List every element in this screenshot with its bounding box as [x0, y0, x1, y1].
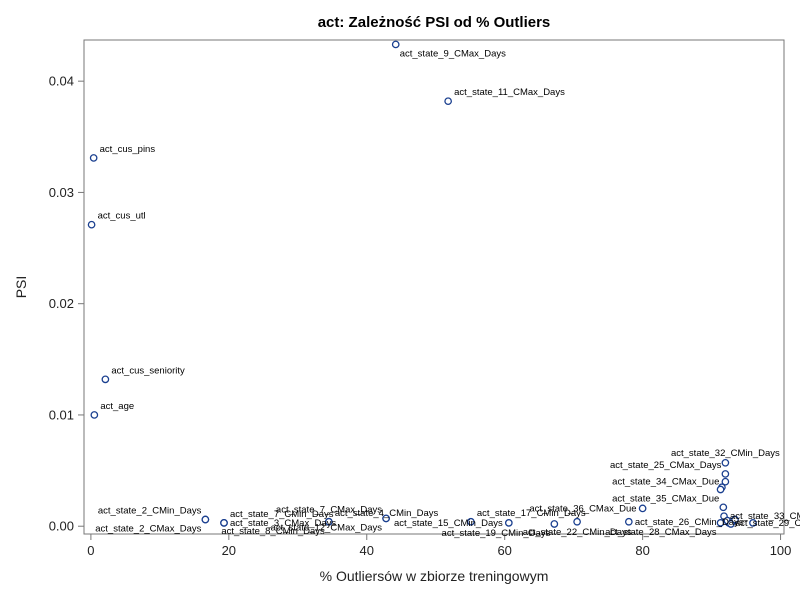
point-label: act_state_22_CMin_Days	[523, 527, 632, 538]
data-point	[721, 458, 730, 467]
data-point	[573, 517, 581, 526]
x-tick-label: 80	[635, 543, 649, 558]
data-point	[101, 375, 110, 384]
plot-frame	[83, 39, 785, 535]
data-point	[719, 503, 728, 512]
data-point	[749, 519, 757, 527]
y-tick-label: 0.02	[49, 296, 74, 311]
chart-title: act: Zależność PSI od % Outliers	[318, 14, 551, 31]
point-label: act_cus_pins	[100, 144, 156, 155]
data-point	[324, 517, 333, 526]
data-point	[731, 515, 739, 524]
data-point	[624, 517, 633, 526]
point-label: act_state_8_CMin_Days	[221, 526, 325, 537]
x-tick-label: 20	[222, 543, 236, 558]
point-label: act_state_33_CMax_Due	[730, 511, 800, 522]
x-tick-label: 60	[497, 543, 511, 558]
point-label: act_state_35_CMax_Due	[612, 493, 719, 504]
point-label: act_state_7_CMin_Days	[230, 509, 334, 520]
point-labels: act_state_9_CMax_Days act_state_11_CMax_D…	[95, 48, 800, 539]
point-label: act_cus_seniority	[111, 365, 185, 376]
point-label: act_state_2_CMax_Days	[95, 524, 201, 535]
y-tick-label: 0.00	[49, 519, 74, 534]
point-label: act_state_34_CMax_Due	[612, 477, 719, 488]
point-label: act_state_25_CMax_Days	[610, 460, 722, 471]
point-label: act_state_4_CMin_Days	[335, 508, 439, 519]
y-tick-label: 0.03	[49, 185, 74, 200]
point-label: act_cus_utl	[98, 211, 146, 222]
data-point	[220, 519, 228, 527]
data-point	[716, 519, 725, 527]
data-point	[550, 520, 559, 528]
point-label: act_state_15_CMin_Days	[394, 518, 503, 529]
point-label: act_state_12_CMax_Days	[271, 522, 383, 533]
x-axis-label: % Outliersów w zbiorze treningowym	[320, 568, 549, 584]
data-point	[716, 485, 725, 494]
data-point	[90, 411, 99, 419]
data-point	[87, 220, 96, 229]
point-label: act_state_26_CMin_Days	[635, 517, 744, 528]
point-label: act_state_7_CMax_Days	[276, 504, 382, 515]
y-tick-label: 0.01	[49, 407, 74, 422]
data-point	[444, 97, 452, 106]
y-axis-label: PSI	[13, 276, 29, 299]
y-tick-label: 0.04	[49, 74, 74, 89]
x-tick-label: 40	[360, 543, 374, 558]
x-tick-label: 0	[87, 543, 94, 558]
y-axis: 0.00 0.01 0.02 0.03 0.04	[49, 74, 84, 534]
data-point	[721, 470, 730, 478]
data-points	[87, 40, 757, 528]
x-tick-label: 100	[770, 543, 792, 558]
point-label: act_state_3_CMax_Days	[230, 518, 336, 529]
point-label: act_state_19_CMin_Days	[442, 528, 551, 539]
data-point	[391, 40, 400, 49]
data-point	[467, 517, 475, 526]
x-axis: 0 20 40 60 80 100	[87, 534, 791, 558]
data-point	[638, 504, 647, 513]
point-label: act_state_9_CMax_Days	[400, 48, 506, 59]
data-point	[201, 515, 210, 524]
point-label: act_state_17_CMin_Days	[477, 508, 586, 519]
data-point	[721, 477, 730, 486]
point-label: act_state_32_CMin_Days	[671, 448, 780, 459]
point-label: act_age	[100, 401, 134, 412]
point-label: act_state_36_CMax_Due	[529, 503, 636, 514]
point-label: act_state_11_CMax_Days	[454, 87, 565, 98]
data-point	[382, 514, 390, 523]
point-label: act_state_29_CMin_Days	[735, 518, 800, 529]
data-point	[504, 519, 513, 527]
point-label: act_state_28_CMax_Days	[605, 527, 717, 538]
point-label: act_state_2_CMin_Days	[98, 506, 202, 517]
data-point	[89, 154, 98, 162]
